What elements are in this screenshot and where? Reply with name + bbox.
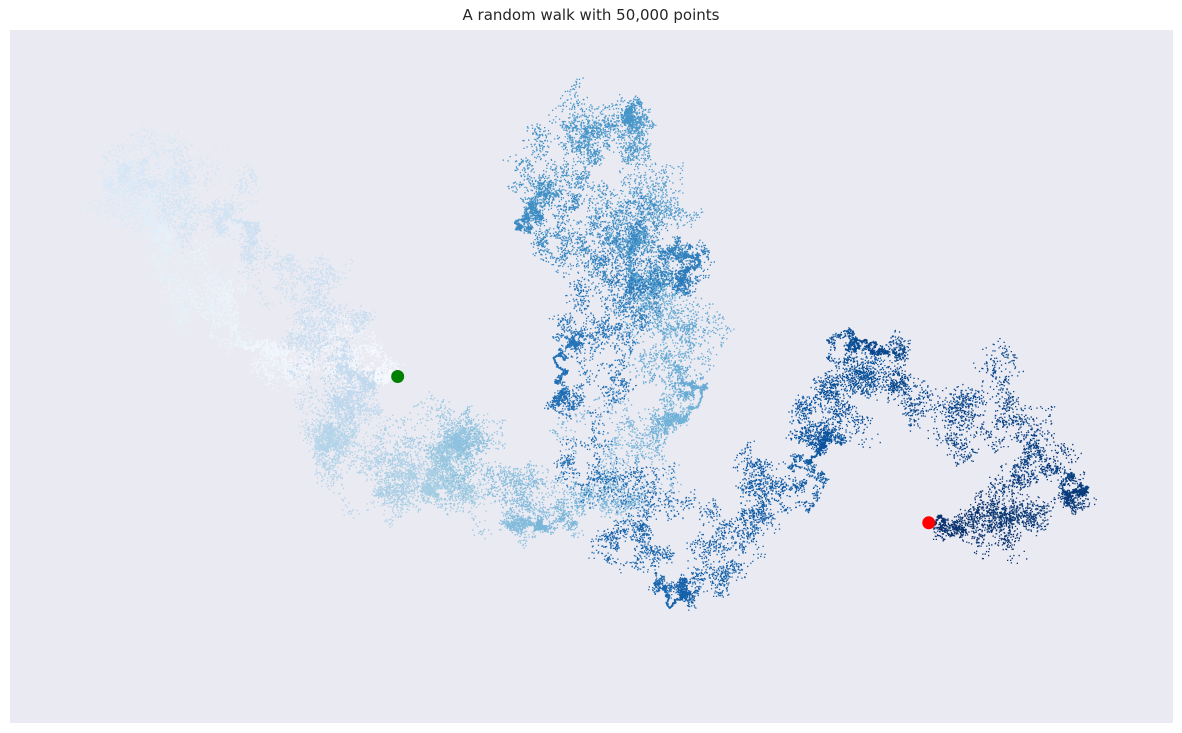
walk-points [80,77,1097,611]
walk-segment-11 [294,358,383,470]
walk-segment-30 [544,357,656,526]
walk-segment-33 [711,440,830,550]
walk-segment-13 [358,432,452,517]
walk-segment-23 [564,94,681,225]
walk-segment-38 [981,435,1097,537]
start-point [391,370,405,383]
walk-segment-19 [549,384,702,509]
walk-segment-18 [533,436,652,538]
walk-segment-4 [104,154,207,258]
walk-segment-12 [313,417,438,528]
walk-segment-2 [161,229,258,358]
walk-segment-14 [372,391,492,521]
walk-segment-17 [441,437,562,539]
end-point [922,516,936,530]
walk-segment-35 [812,327,916,449]
walk-segment-3 [143,211,248,338]
chart-title: A random walk with 50,000 points [462,6,720,24]
plot-background [10,30,1173,723]
walk-segment-7 [152,129,263,254]
walk-segment-29 [548,243,664,384]
random-walk-plot [10,30,1173,723]
walk-segment-20 [622,287,714,402]
walk-segment-39 [927,488,1035,564]
walk-segment-34 [785,344,893,457]
walk-segment-31 [588,456,697,609]
walk-segment-24 [537,77,646,188]
walk-segment-32 [669,489,781,611]
walk-segment-36 [855,329,1024,448]
walk-segment-27 [573,192,702,291]
walk-segment-0 [261,317,407,408]
walk-segment-37 [933,374,1090,498]
walk-segment-5 [80,128,183,236]
